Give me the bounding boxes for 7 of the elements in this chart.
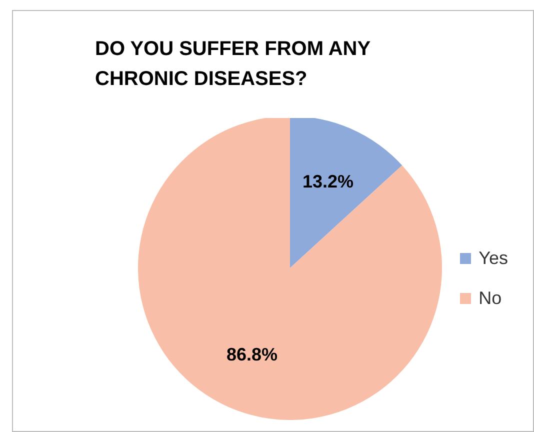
- pie-slice: [290, 118, 402, 268]
- data-label: 86.8%: [226, 344, 278, 364]
- chart-title: DO YOU SUFFER FROM ANY CHRONIC DISEASES?: [95, 37, 372, 92]
- legend-label: No: [478, 287, 502, 310]
- data-label: 13.2%: [302, 172, 354, 192]
- pie-slice: [138, 118, 442, 420]
- legend-label: Yes: [478, 247, 508, 270]
